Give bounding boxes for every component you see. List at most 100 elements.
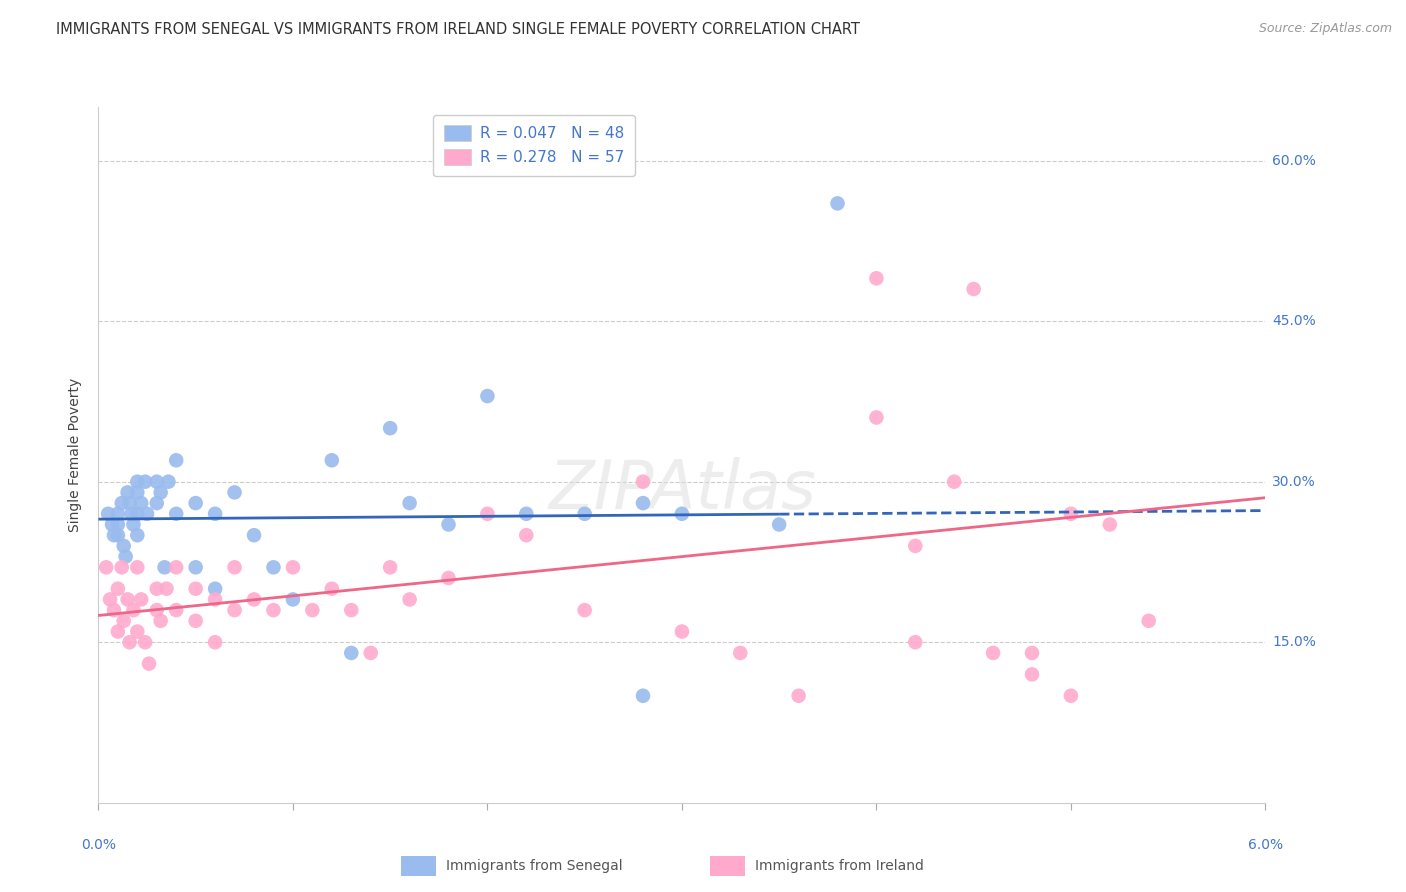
Text: IMMIGRANTS FROM SENEGAL VS IMMIGRANTS FROM IRELAND SINGLE FEMALE POVERTY CORRELA: IMMIGRANTS FROM SENEGAL VS IMMIGRANTS FR… (56, 22, 860, 37)
Point (153, 560, 176, 574)
Point (117, 485, 139, 500)
Point (631, 689, 654, 703)
Point (962, 282, 984, 296)
Point (107, 517, 129, 532)
Point (149, 614, 172, 628)
Point (122, 603, 145, 617)
Point (98, 592, 121, 607)
Point (146, 496, 169, 510)
Point (378, 560, 402, 574)
Point (118, 635, 141, 649)
Point (111, 496, 134, 510)
Point (1021, 667, 1043, 681)
Text: 30.0%: 30.0% (1272, 475, 1316, 489)
Y-axis label: Single Female Poverty: Single Female Poverty (69, 378, 83, 532)
Point (112, 539, 135, 553)
Point (97, 507, 120, 521)
Point (437, 517, 460, 532)
Point (129, 496, 152, 510)
Text: 6.0%: 6.0% (1249, 838, 1282, 853)
Point (671, 624, 693, 639)
Point (281, 592, 304, 607)
Point (398, 592, 420, 607)
Point (165, 453, 187, 467)
Point (184, 496, 207, 510)
Point (865, 271, 887, 285)
Point (107, 528, 129, 542)
Point (134, 635, 156, 649)
Point (107, 582, 129, 596)
Text: Source: ZipAtlas.com: Source: ZipAtlas.com (1258, 22, 1392, 36)
Point (262, 603, 284, 617)
Point (981, 646, 1004, 660)
Point (127, 528, 149, 542)
Point (904, 539, 927, 553)
Point (340, 646, 363, 660)
Point (134, 475, 156, 489)
Point (437, 571, 460, 585)
Point (631, 475, 654, 489)
Point (138, 657, 160, 671)
Point (827, 196, 849, 211)
Point (1137, 614, 1160, 628)
Point (398, 496, 420, 510)
Point (1060, 689, 1083, 703)
Text: 60.0%: 60.0% (1272, 153, 1316, 168)
Point (671, 507, 693, 521)
Point (865, 410, 887, 425)
Point (243, 528, 266, 542)
Point (96, 560, 118, 574)
Text: Immigrants from Senegal: Immigrants from Senegal (446, 859, 623, 873)
Point (631, 496, 654, 510)
Point (127, 475, 149, 489)
Point (340, 603, 363, 617)
Point (243, 592, 266, 607)
Point (321, 582, 343, 596)
Point (730, 646, 752, 660)
Point (117, 592, 139, 607)
Text: 45.0%: 45.0% (1272, 314, 1316, 328)
Point (146, 603, 169, 617)
Text: ZIPAtlas: ZIPAtlas (548, 457, 815, 523)
Point (477, 507, 499, 521)
Point (1021, 646, 1043, 660)
Point (301, 603, 323, 617)
Point (165, 603, 187, 617)
Point (127, 485, 149, 500)
Point (149, 485, 172, 500)
Legend: R = 0.047   N = 48, R = 0.278   N = 57: R = 0.047 N = 48, R = 0.278 N = 57 (433, 115, 636, 176)
Point (165, 507, 187, 521)
Point (515, 507, 537, 521)
Point (224, 603, 246, 617)
Point (121, 507, 143, 521)
Point (224, 560, 246, 574)
Point (204, 635, 226, 649)
Point (477, 389, 499, 403)
Point (184, 582, 207, 596)
Point (122, 517, 145, 532)
Text: 15.0%: 15.0% (1272, 635, 1316, 649)
Point (103, 603, 125, 617)
Point (157, 475, 180, 489)
Point (107, 507, 129, 521)
Point (768, 517, 790, 532)
Point (165, 560, 187, 574)
Point (155, 582, 177, 596)
Point (127, 507, 149, 521)
Point (101, 517, 124, 532)
Point (943, 475, 966, 489)
Text: 0.0%: 0.0% (82, 838, 115, 853)
Point (515, 528, 537, 542)
Point (281, 560, 304, 574)
Point (574, 603, 596, 617)
Point (107, 624, 129, 639)
Point (114, 549, 136, 564)
Point (136, 507, 159, 521)
Text: Immigrants from Ireland: Immigrants from Ireland (755, 859, 924, 873)
Point (146, 475, 169, 489)
Point (103, 528, 125, 542)
Point (146, 582, 169, 596)
Point (184, 614, 207, 628)
Point (1060, 507, 1083, 521)
Point (112, 614, 135, 628)
